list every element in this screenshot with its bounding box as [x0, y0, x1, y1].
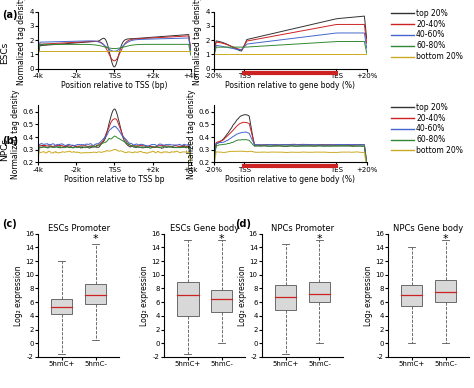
Text: NPCs: NPCs [0, 138, 9, 161]
Y-axis label: Normalized tag density: Normalized tag density [187, 89, 196, 179]
Text: *: * [443, 234, 448, 244]
Text: *: * [219, 234, 224, 244]
Y-axis label: Normalized tag density: Normalized tag density [11, 89, 20, 179]
Y-axis label: Log₂ expression: Log₂ expression [140, 265, 149, 326]
Y-axis label: Normalized tag density: Normalized tag density [18, 0, 27, 85]
Y-axis label: Log₂ expression: Log₂ expression [238, 265, 247, 326]
Text: (d): (d) [235, 219, 251, 229]
Text: bottom 20%: bottom 20% [416, 52, 463, 61]
Text: *: * [317, 234, 322, 244]
X-axis label: Position relative to gene body (%): Position relative to gene body (%) [225, 81, 356, 90]
Text: ESCs: ESCs [0, 41, 9, 64]
X-axis label: Position relative to gene body (%): Position relative to gene body (%) [225, 175, 356, 184]
Title: NPCs Gene body: NPCs Gene body [393, 224, 464, 233]
Y-axis label: Normalized tag density: Normalized tag density [193, 0, 202, 85]
Text: 20-40%: 20-40% [416, 114, 445, 123]
Text: 60-80%: 60-80% [416, 135, 445, 144]
Text: 40-60%: 40-60% [416, 31, 446, 40]
FancyBboxPatch shape [309, 282, 330, 302]
Title: ESCs Gene body: ESCs Gene body [170, 224, 239, 233]
Text: *: * [93, 234, 98, 244]
Text: bottom 20%: bottom 20% [416, 146, 463, 155]
FancyBboxPatch shape [275, 285, 296, 310]
Text: 60-80%: 60-80% [416, 41, 445, 50]
X-axis label: Position relative to TSS (bp): Position relative to TSS (bp) [61, 81, 168, 90]
FancyBboxPatch shape [435, 280, 456, 302]
Text: top 20%: top 20% [416, 9, 448, 18]
Text: (a): (a) [2, 10, 18, 20]
FancyBboxPatch shape [177, 282, 199, 316]
Y-axis label: Log₂ expression: Log₂ expression [14, 265, 23, 326]
X-axis label: Position relative to TSS bp: Position relative to TSS bp [64, 175, 164, 184]
Text: top 20%: top 20% [416, 103, 448, 112]
FancyBboxPatch shape [401, 285, 422, 306]
FancyBboxPatch shape [51, 299, 73, 314]
Y-axis label: Log₂ expression: Log₂ expression [365, 265, 374, 326]
Title: ESCs Promoter: ESCs Promoter [47, 224, 109, 233]
FancyBboxPatch shape [85, 284, 106, 303]
Text: 20-40%: 20-40% [416, 20, 445, 29]
Text: 40-60%: 40-60% [416, 124, 446, 133]
Text: (c): (c) [2, 219, 17, 229]
FancyBboxPatch shape [211, 290, 232, 312]
Title: NPCs Promoter: NPCs Promoter [271, 224, 334, 233]
Text: (b): (b) [2, 136, 18, 146]
